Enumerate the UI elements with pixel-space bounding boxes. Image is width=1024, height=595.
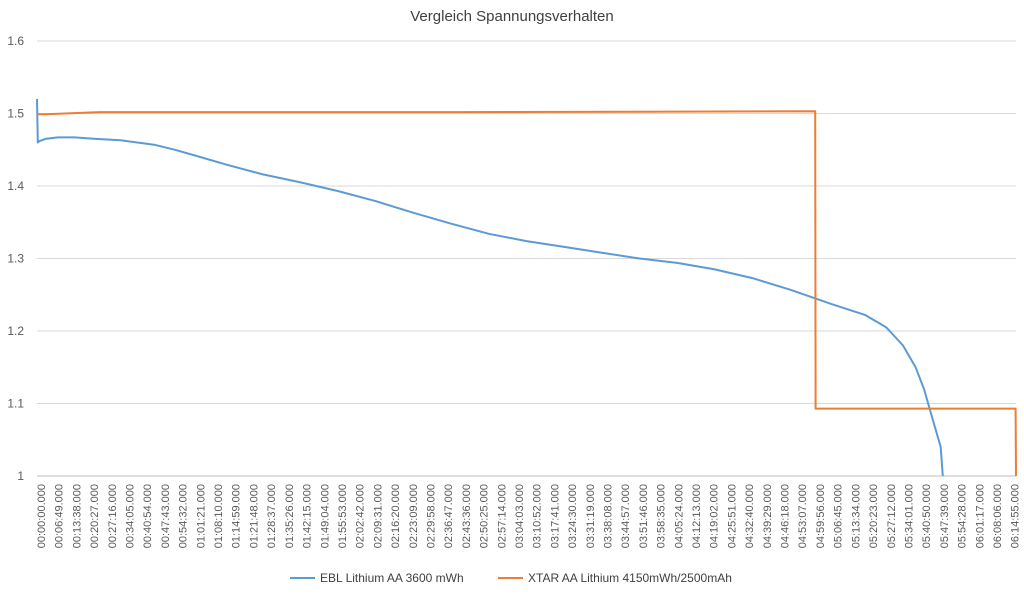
legend-label-1: EBL Lithium AA 3600 mWh xyxy=(320,571,464,585)
x-tick-label: 05:54:28.000 xyxy=(957,484,969,548)
x-tick-label: 03:58:35.000 xyxy=(656,484,668,548)
x-tick-label: 02:09:31.000 xyxy=(372,484,384,548)
x-tick-label: 00:20:27.000 xyxy=(89,484,101,548)
x-tick-label: 00:47:43.000 xyxy=(160,484,172,548)
y-axis: 1.6 1.5 1.4 1.3 1.2 1.1 1 xyxy=(7,34,24,483)
x-tick-label: 01:21:48.000 xyxy=(248,484,260,548)
y-tick-label: 1.6 xyxy=(7,34,24,48)
x-tick-label: 00:34:05.000 xyxy=(125,484,137,548)
x-tick-label: 05:27:12.000 xyxy=(886,484,898,548)
x-tick-label: 03:38:08.000 xyxy=(603,484,615,548)
x-tick-label: 00:27:16.000 xyxy=(107,484,119,548)
x-tick-label: 00:00:00.000 xyxy=(36,484,48,548)
x-tick-label: 02:16:20.000 xyxy=(390,484,402,548)
x-tick-label: 04:12:13.000 xyxy=(691,484,703,548)
x-tick-label: 04:46:18.000 xyxy=(780,484,792,548)
x-tick-label: 03:10:52.000 xyxy=(532,484,544,548)
legend-label-2: XTAR AA Lithium 4150mWh/2500mAh xyxy=(528,571,732,585)
series-line-1 xyxy=(36,98,944,477)
x-tick-label: 03:24:30.000 xyxy=(567,484,579,548)
x-tick-label: 01:08:10.000 xyxy=(213,484,225,548)
x-tick-label: 05:47:39.000 xyxy=(939,484,951,548)
y-tick-label: 1.4 xyxy=(7,179,24,193)
x-tick-label: 06:14:55.000 xyxy=(1010,484,1022,548)
x-tick-label: 04:53:07.000 xyxy=(797,484,809,548)
x-tick-label: 02:50:25.000 xyxy=(479,484,491,548)
x-tick-label: 05:34:01.000 xyxy=(903,484,915,548)
x-tick-label: 02:43:36.000 xyxy=(461,484,473,548)
x-tick-label: 04:39:29.000 xyxy=(762,484,774,548)
x-tick-label: 01:49:04.000 xyxy=(319,484,331,548)
grid-lines xyxy=(37,40,1016,477)
x-tick-label: 02:29:58.000 xyxy=(425,484,437,548)
x-tick-label: 05:06:45.000 xyxy=(833,484,845,548)
x-tick-label: 01:55:53.000 xyxy=(337,484,349,548)
x-tick-label: 02:23:09.000 xyxy=(408,484,420,548)
x-tick-label: 04:32:40.000 xyxy=(744,484,756,548)
x-tick-label: 02:57:14.000 xyxy=(496,484,508,548)
y-tick-label: 1 xyxy=(17,469,24,483)
x-tick-label: 00:13:38.000 xyxy=(71,484,83,548)
x-tick-label: 01:35:26.000 xyxy=(284,484,296,548)
series-line-2 xyxy=(37,110,1017,477)
x-tick-label: 04:05:24.000 xyxy=(673,484,685,548)
x-tick-label: 03:44:57.000 xyxy=(620,484,632,548)
legend: EBL Lithium AA 3600 mWh XTAR AA Lithium 4… xyxy=(290,571,732,585)
x-tick-label: 00:54:32.000 xyxy=(178,484,190,548)
x-tick-label: 04:59:56.000 xyxy=(815,484,827,548)
x-tick-label: 06:08:06.000 xyxy=(992,484,1004,548)
x-axis: 00:00:00.000 00:06:49.000 00:13:38.000 00:2… xyxy=(36,484,1022,548)
x-tick-label: 01:42:15.000 xyxy=(302,484,314,548)
x-tick-label: 03:17:41.000 xyxy=(549,484,561,548)
x-tick-label: 00:40:54.000 xyxy=(142,484,154,548)
x-tick-label: 03:31:19.000 xyxy=(585,484,597,548)
x-tick-label: 03:04:03.000 xyxy=(514,484,526,548)
y-tick-label: 1.5 xyxy=(7,107,24,121)
x-tick-label: 05:13:34.000 xyxy=(850,484,862,548)
series-lines xyxy=(36,98,1017,477)
y-tick-label: 1.1 xyxy=(7,397,24,411)
chart-title: Vergleich Spannungsverhalten xyxy=(410,8,614,25)
x-tick-label: 02:02:42.000 xyxy=(355,484,367,548)
y-tick-label: 1.2 xyxy=(7,324,24,338)
x-tick-label: 03:51:46.000 xyxy=(638,484,650,548)
x-tick-label: 01:14:59.000 xyxy=(231,484,243,548)
x-tick-label: 04:25:51.000 xyxy=(726,484,738,548)
x-tick-label: 05:40:50.000 xyxy=(921,484,933,548)
x-tick-label: 02:36:47.000 xyxy=(443,484,455,548)
x-tick-label: 01:01:21.000 xyxy=(195,484,207,548)
y-tick-label: 1.3 xyxy=(7,252,24,266)
x-tick-label: 05:20:23.000 xyxy=(868,484,880,548)
x-tick-label: 06:01:17.000 xyxy=(974,484,986,548)
x-tick-label: 01:28:37.000 xyxy=(266,484,278,548)
x-tick-label: 00:06:49.000 xyxy=(54,484,66,548)
x-tick-label: 04:19:02.000 xyxy=(709,484,721,548)
